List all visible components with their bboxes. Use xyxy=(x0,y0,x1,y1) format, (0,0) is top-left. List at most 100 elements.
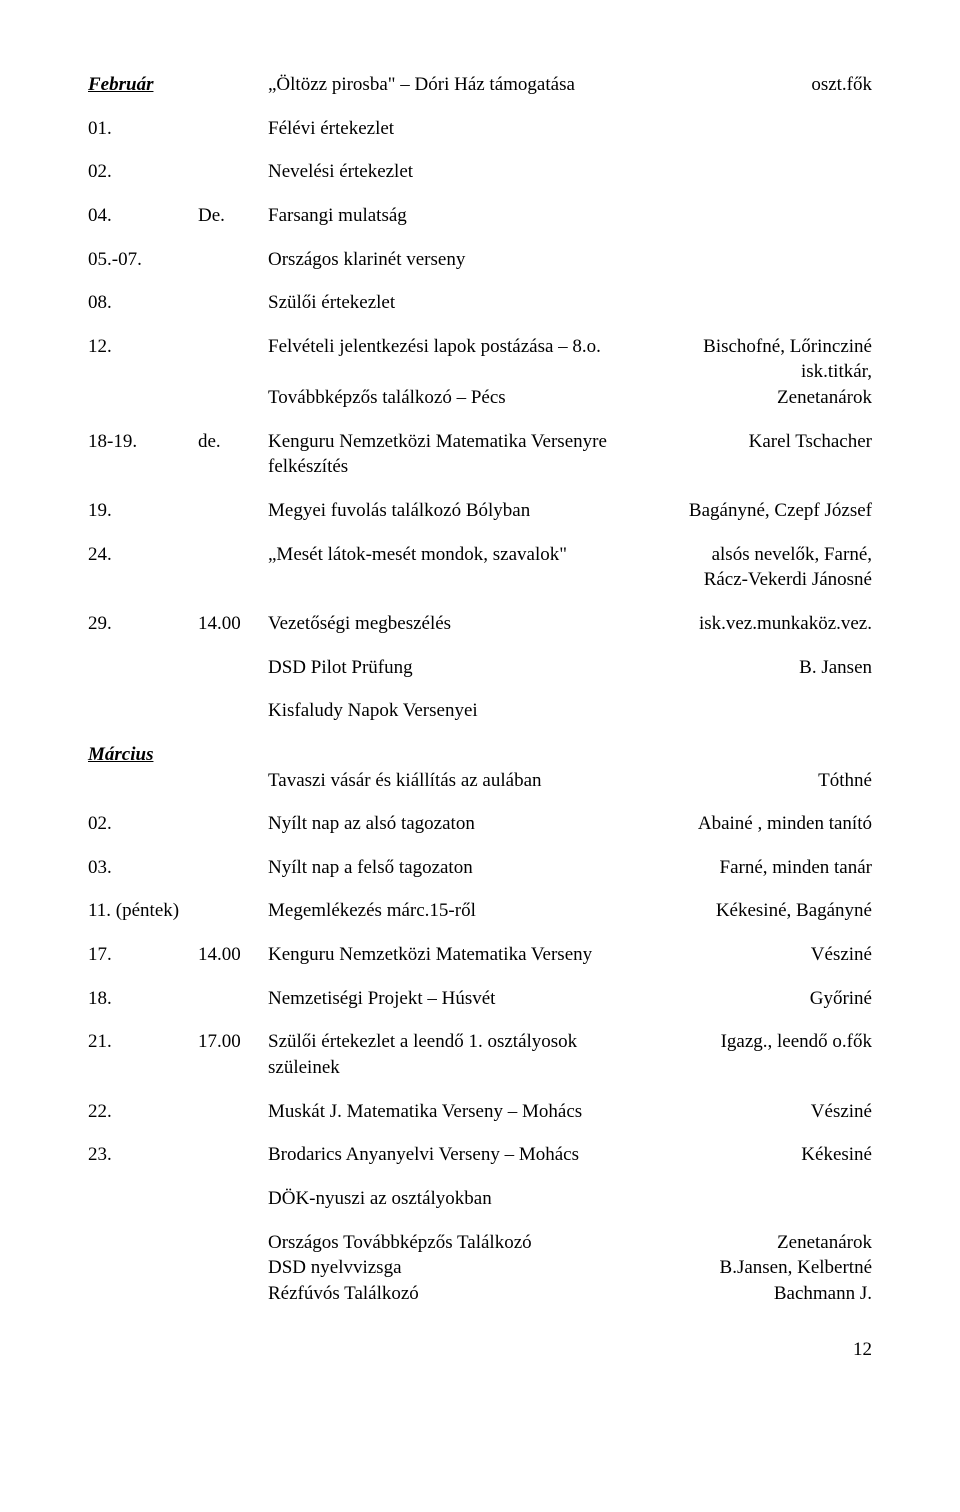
date-text: 12. xyxy=(88,334,198,385)
marcius-header-row: Március xyxy=(88,742,872,768)
event-row: 24. „Mesét látok-mesét mondok, szavalok"… xyxy=(88,542,872,593)
event-row: 11. (péntek) Megemlékezés márc.15-ről Ké… xyxy=(88,898,872,924)
event-text: Farsangi mulatság xyxy=(268,203,672,229)
event-row: Továbbképzős találkozó – Pécs Zenetanáro… xyxy=(88,385,872,411)
resp-text: Igazg., leendő o.fők xyxy=(672,1029,872,1080)
resp-text: Zenetanárok xyxy=(672,1230,872,1256)
event-text: Nyílt nap az alsó tagozaton xyxy=(268,811,672,837)
date-text: 23. xyxy=(88,1142,198,1168)
event-row: 29. 14.00 Vezetőségi megbeszélés isk.vez… xyxy=(88,611,872,637)
event-row: Országos Továbbképzős Találkozó Zenetaná… xyxy=(88,1230,872,1256)
event-row: Rézfúvós Találkozó Bachmann J. xyxy=(88,1281,872,1307)
event-row: Kisfaludy Napok Versenyei xyxy=(88,698,872,724)
resp-text: Abainé , minden tanító xyxy=(672,811,872,837)
date-text: 18-19. xyxy=(88,429,198,480)
event-text: Félévi értekezlet xyxy=(268,116,672,142)
resp-text: oszt.fők xyxy=(672,72,872,98)
date-text: 18. xyxy=(88,986,198,1012)
resp-text: Farné, minden tanár xyxy=(672,855,872,881)
time-text: 17.00 xyxy=(198,1029,268,1080)
date-text: 24. xyxy=(88,542,198,593)
resp-text: Vésziné xyxy=(672,1099,872,1125)
event-row: 04. De. Farsangi mulatság xyxy=(88,203,872,229)
event-text: Felvételi jelentkezési lapok postázása –… xyxy=(268,334,672,385)
time-text: De. xyxy=(198,203,268,229)
event-text: Tavaszi vásár és kiállítás az aulában xyxy=(268,768,672,794)
event-text: DÖK-nyuszi az osztályokban xyxy=(268,1186,672,1212)
date-text: 04. xyxy=(88,203,198,229)
event-row: 21. 17.00 Szülői értekezlet a leendő 1. … xyxy=(88,1029,872,1080)
event-row: 01. Félévi értekezlet xyxy=(88,116,872,142)
date-text: 22. xyxy=(88,1099,198,1125)
resp-text: Vésziné xyxy=(672,942,872,968)
event-text: „Mesét látok-mesét mondok, szavalok" xyxy=(268,542,672,593)
page-number: 12 xyxy=(88,1337,872,1363)
event-row: 03. Nyílt nap a felső tagozaton Farné, m… xyxy=(88,855,872,881)
februar-header-row: Február „Öltözz pirosba" – Dóri Ház támo… xyxy=(88,72,872,98)
resp-text: Kékesiné xyxy=(672,1142,872,1168)
event-text: Kisfaludy Napok Versenyei xyxy=(268,698,672,724)
event-text: DSD Pilot Prüfung xyxy=(268,655,672,681)
time-text: de. xyxy=(198,429,268,480)
month-label: Március xyxy=(88,744,153,765)
date-text: 01. xyxy=(88,116,198,142)
date-text: 29. xyxy=(88,611,198,637)
resp-text: Bagányné, Czepf József xyxy=(672,498,872,524)
resp-text: B.Jansen, Kelbertné xyxy=(672,1255,872,1281)
event-text: Nevelési értekezlet xyxy=(268,159,672,185)
event-text: DSD nyelvvizsga xyxy=(268,1255,672,1281)
event-text: Kenguru Nemzetközi Matematika Versenyre … xyxy=(268,429,672,480)
event-row: DSD nyelvvizsga B.Jansen, Kelbertné xyxy=(88,1255,872,1281)
event-text: Brodarics Anyanyelvi Verseny – Mohács xyxy=(268,1142,672,1168)
event-text: Muskát J. Matematika Verseny – Mohács xyxy=(268,1099,672,1125)
date-text: 05.-07. xyxy=(88,247,198,273)
resp-text: alsós nevelők, Farné, Rácz-Vekerdi János… xyxy=(672,542,872,593)
date-text: 21. xyxy=(88,1029,198,1080)
event-row: 19. Megyei fuvolás találkozó Bólyban Bag… xyxy=(88,498,872,524)
time-text: 14.00 xyxy=(198,942,268,968)
event-row: DSD Pilot Prüfung B. Jansen xyxy=(88,655,872,681)
event-text: Vezetőségi megbeszélés xyxy=(268,611,672,637)
time-col xyxy=(198,72,268,98)
event-row: 17. 14.00 Kenguru Nemzetközi Matematika … xyxy=(88,942,872,968)
resp-text: Kékesiné, Bagányné xyxy=(672,898,872,924)
event-row: DÖK-nyuszi az osztályokban xyxy=(88,1186,872,1212)
resp-text: Karel Tschacher xyxy=(672,429,872,480)
event-text: Szülői értekezlet xyxy=(268,290,672,316)
date-text: 02. xyxy=(88,811,198,837)
time-text: 14.00 xyxy=(198,611,268,637)
event-row: 05.-07. Országos klarinét verseny xyxy=(88,247,872,273)
event-text: Megemlékezés márc.15-ről xyxy=(268,898,672,924)
event-row: 18. Nemzetiségi Projekt – Húsvét Győriné xyxy=(88,986,872,1012)
resp-text: Győriné xyxy=(672,986,872,1012)
event-text: Nemzetiségi Projekt – Húsvét xyxy=(268,986,672,1012)
event-text: Nyílt nap a felső tagozaton xyxy=(268,855,672,881)
event-row: 02. Nyílt nap az alsó tagozaton Abainé ,… xyxy=(88,811,872,837)
date-text: 03. xyxy=(88,855,198,881)
event-row: Tavaszi vásár és kiállítás az aulában Tó… xyxy=(88,768,872,794)
event-text: Országos Továbbképzős Találkozó xyxy=(268,1230,672,1256)
event-text: Kenguru Nemzetközi Matematika Verseny xyxy=(268,942,672,968)
date-text: 11. (péntek) xyxy=(88,898,218,924)
date-text: 08. xyxy=(88,290,198,316)
event-text: Rézfúvós Találkozó xyxy=(268,1281,672,1307)
resp-text: Zenetanárok xyxy=(672,385,872,411)
date-text: 19. xyxy=(88,498,198,524)
month-label: Február xyxy=(88,74,153,95)
event-text: Országos klarinét verseny xyxy=(268,247,672,273)
event-text: Továbbképzős találkozó – Pécs xyxy=(268,385,672,411)
event-text: Megyei fuvolás találkozó Bólyban xyxy=(268,498,672,524)
resp-text: Bachmann J. xyxy=(672,1281,872,1307)
resp-text: B. Jansen xyxy=(672,655,872,681)
event-text: „Öltözz pirosba" – Dóri Ház támogatása xyxy=(268,72,672,98)
event-row: 22. Muskát J. Matematika Verseny – Mohác… xyxy=(88,1099,872,1125)
resp-text: Bischofné, Lőrincziné isk.titkár, xyxy=(672,334,872,385)
event-text: Szülői értekezlet a leendő 1. osztályoso… xyxy=(268,1029,672,1080)
event-row: 08. Szülői értekezlet xyxy=(88,290,872,316)
event-row: 23. Brodarics Anyanyelvi Verseny – Mohác… xyxy=(88,1142,872,1168)
event-row: 02. Nevelési értekezlet xyxy=(88,159,872,185)
event-row: 12. Felvételi jelentkezési lapok postázá… xyxy=(88,334,872,385)
resp-text: Tóthné xyxy=(672,768,872,794)
resp-text: isk.vez.munkaköz.vez. xyxy=(672,611,872,637)
month-marcius: Március xyxy=(88,742,198,768)
